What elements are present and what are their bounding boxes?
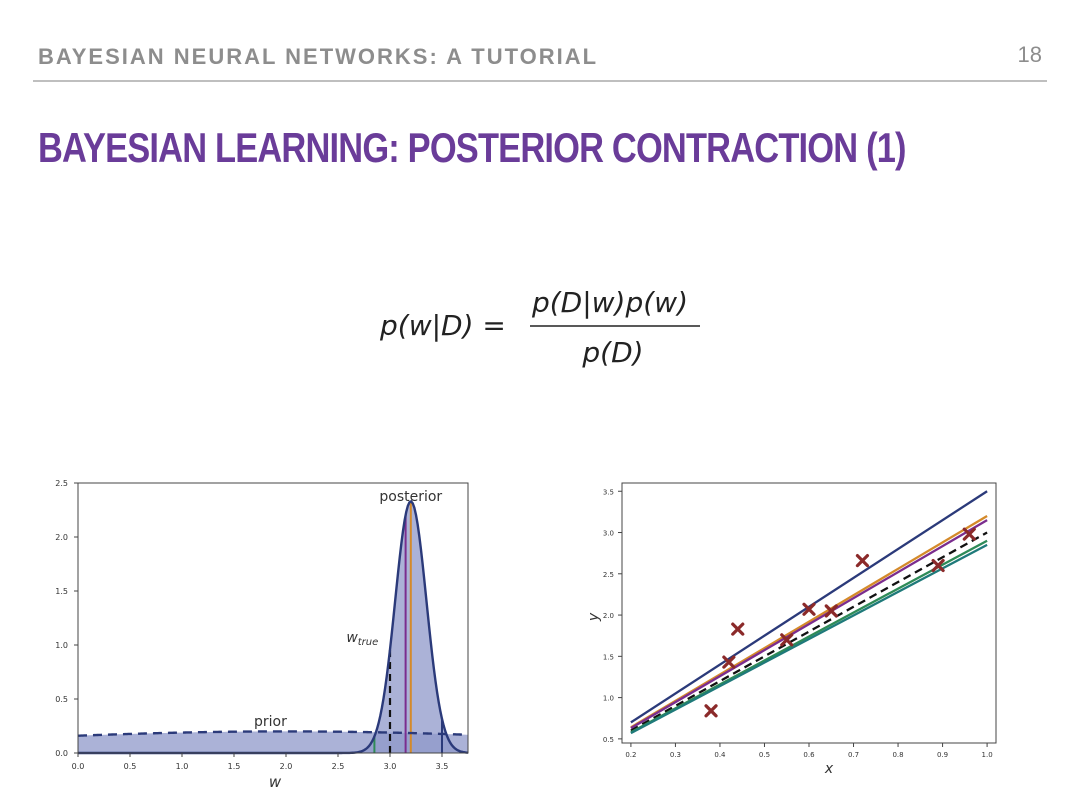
y-tick-label: 1.0: [603, 695, 614, 703]
x-tick-label: 0.0: [72, 762, 85, 771]
header-divider: [33, 80, 1047, 82]
y-tick-label: 0.5: [603, 736, 614, 744]
header-title: BAYESIAN NEURAL NETWORKS: A TUTORIAL: [38, 44, 599, 69]
x-tick-label: 0.5: [759, 751, 770, 759]
y-tick-label: 0.0: [55, 749, 68, 758]
prior-annotation: prior: [254, 714, 287, 730]
x-axis-label: x: [824, 761, 834, 777]
data-point: [731, 622, 745, 636]
data-point: [855, 553, 870, 568]
data-point-stroke: [802, 602, 816, 616]
x-tick-label: 0.5: [124, 762, 137, 771]
x-tick-label: 0.6: [803, 751, 815, 759]
y-tick-label: 1.0: [55, 641, 68, 650]
regression-lines-chart: 0.2 0.3 0.4 0.5 0.6 0.7 0.8 0.9 1.0 0.5 1.0 1.5 2.0 2…: [586, 482, 997, 777]
data-point-stroke: [780, 633, 794, 647]
w-true-subscript: true: [358, 637, 379, 648]
x-tick-label: 2.0: [280, 762, 293, 771]
slide-title: BAYESIAN LEARNING: POSTERIOR CONTRACTION…: [38, 124, 907, 171]
x-tick-label: 0.3: [670, 751, 681, 759]
x-tick-label: 2.5: [332, 762, 345, 771]
data-point-stroke: [824, 604, 838, 618]
prior-curve: [77, 730, 469, 737]
data-point-stroke: [931, 558, 945, 573]
data-point-stroke: [962, 527, 976, 541]
y-tick-label: 2.0: [55, 533, 68, 542]
y-tick-label: 2.5: [55, 479, 68, 488]
sample-regression-line: [630, 519, 988, 730]
x-tick-label: 0.7: [848, 751, 859, 759]
sample-regression-line: [630, 539, 988, 734]
data-point: [704, 704, 718, 718]
data-point-stroke: [855, 553, 870, 568]
y-tick-label: 1.5: [603, 653, 614, 661]
y-tick-label: 3.0: [603, 530, 614, 538]
posterior-fill: [78, 501, 468, 753]
formula-denominator: p(D): [581, 336, 643, 369]
y-tick-label: 1.5: [55, 587, 68, 596]
bayes-formula: p(w|D) = p(D|w)p(w) p(D): [379, 286, 700, 369]
posterior-density-chart: 0.0 0.5 1.0 1.5 2.0 2.5 3.0 3.5 0.0 0.5 1.0 1.5 2.0 2…: [55, 479, 469, 791]
x-tick-label: 0.2: [625, 751, 636, 759]
data-point: [802, 602, 816, 616]
y-tick-label: 2.5: [603, 571, 614, 579]
page-number: 18: [1017, 42, 1042, 67]
w-true-symbol: w: [346, 630, 358, 646]
x-axis-label: w: [269, 773, 282, 791]
data-point: [722, 655, 736, 669]
sample-regression-line: [630, 543, 988, 735]
formula-numerator: p(D|w)p(w): [531, 286, 688, 319]
y-tick-label: 3.5: [603, 488, 614, 496]
sample-regression-line: [630, 515, 988, 729]
w-true-annotation: wtrue: [346, 630, 378, 648]
x-tick-label: 0.9: [937, 751, 948, 759]
true-regression-line: [630, 531, 988, 732]
y-tick-label: 0.5: [55, 695, 68, 704]
posterior-annotation: posterior: [379, 489, 442, 505]
x-tick-label: 3.5: [436, 762, 449, 771]
data-point: [962, 527, 976, 541]
x-tick-label: 0.4: [714, 751, 726, 759]
x-tick-label: 1.0: [176, 762, 189, 771]
data-point-stroke: [722, 655, 736, 669]
formula-lhs: p(w|D) =: [379, 309, 506, 342]
y-tick-label: 2.0: [603, 612, 614, 620]
data-point-stroke: [731, 622, 745, 636]
data-point: [931, 558, 945, 573]
y-axis-label: y: [586, 612, 602, 622]
x-tick-label: 1.0: [982, 751, 993, 759]
x-tick-label: 1.5: [228, 762, 241, 771]
data-point: [824, 604, 838, 618]
x-tick-label: 3.0: [384, 762, 397, 771]
x-tick-label: 0.8: [892, 751, 903, 759]
data-point: [780, 633, 794, 647]
sample-regression-line: [630, 490, 988, 724]
data-point-stroke: [704, 704, 718, 718]
plot-frame: [77, 482, 469, 754]
